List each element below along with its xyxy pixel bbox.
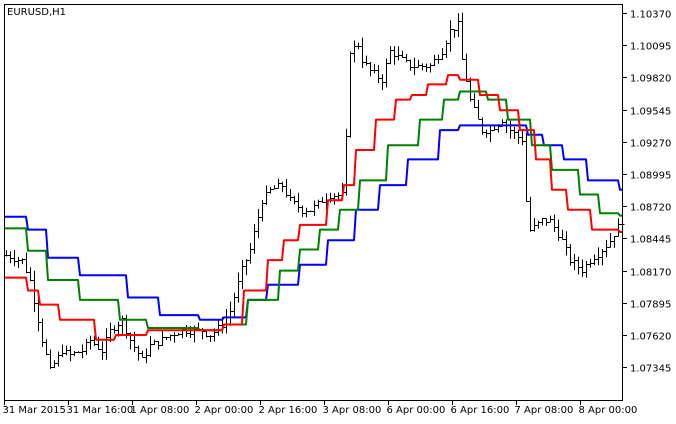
time-axis: 31 Mar 2015 31 Mar 16:001 Apr 08:00 2 Apr … — [3, 401, 638, 416]
price-tick-label: 1.08995 — [630, 171, 671, 182]
price-tick-label: 1.08170 — [630, 268, 671, 279]
price-tick-label: 1.09820 — [630, 74, 671, 85]
time-tick-label: 2 Apr 00:00 — [195, 405, 254, 416]
time-tick-label: 6 Apr 16:00 — [451, 405, 510, 416]
ohlc-bars — [4, 12, 625, 369]
green-indicator-line — [5, 90, 622, 332]
indicator-lines — [5, 74, 622, 341]
price-tick-label: 1.08720 — [630, 203, 671, 214]
time-tick-label: 31 Mar 16:00 — [67, 405, 134, 416]
time-tick-label: 2 Apr 16:00 — [259, 405, 318, 416]
price-tick-label: 1.07345 — [630, 364, 671, 375]
time-tick-label: 3 Apr 08:00 — [323, 405, 382, 416]
red-indicator-line — [5, 74, 622, 341]
price-tick-label: 1.10370 — [630, 10, 671, 21]
time-tick-label: 7 Apr 08:00 — [515, 405, 574, 416]
time-tick-label: 8 Apr 00:00 — [579, 405, 638, 416]
price-tick-label: 1.07620 — [630, 332, 671, 343]
price-tick-label: 1.10095 — [630, 42, 671, 53]
time-tick-label: 6 Apr 00:00 — [387, 405, 446, 416]
time-tick-label: 31 Mar 2015 — [3, 405, 66, 416]
blue-indicator-line — [5, 124, 622, 321]
price-tick-label: 1.09270 — [630, 139, 671, 150]
chart-title: EURUSD,H1 — [7, 7, 66, 18]
plot-frame — [4, 4, 623, 401]
price-tick-label: 1.09545 — [630, 107, 671, 118]
price-tick-label: 1.08445 — [630, 235, 671, 246]
time-tick-label: 1 Apr 08:00 — [131, 405, 190, 416]
price-axis: 1.10370 1.10095 1.09820 1.09545 1.09270 1.089… — [623, 10, 671, 375]
price-tick-label: 1.07895 — [630, 300, 671, 311]
